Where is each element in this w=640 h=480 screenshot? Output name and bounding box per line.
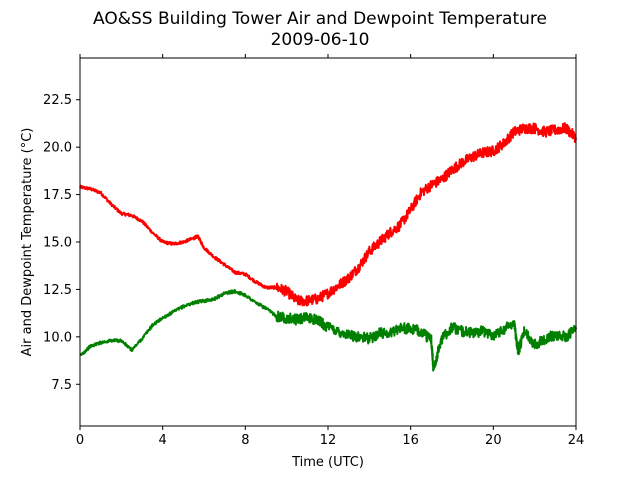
x-tick-label: 4 [159, 433, 167, 448]
chart-title: AO&SS Building Tower Air and Dewpoint Te… [93, 9, 547, 29]
y-tick-label: 17.5 [43, 188, 72, 203]
x-tick-label: 0 [76, 433, 84, 448]
y-tick-label: 10.0 [43, 330, 72, 345]
series-layer [79, 122, 577, 372]
series-line-1 [79, 122, 577, 307]
x-tick-label: 8 [241, 433, 249, 448]
x-tick-label: 16 [402, 433, 419, 448]
y-tick-label: 20.0 [43, 141, 72, 156]
tick-layer: 0 4 8 12 16 20 24 7.5 10.0 12.5 15.0 17.5 20.0 22.5 [43, 54, 584, 448]
x-tick-label: 12 [320, 433, 337, 448]
y-tick-label: 15.0 [43, 236, 72, 251]
plot-frame [79, 57, 577, 427]
y-tick-label: 22.5 [43, 93, 72, 108]
chart-subtitle: 2009-06-10 [271, 30, 370, 50]
y-tick-label: 12.5 [43, 283, 72, 298]
x-tick-label: 20 [485, 433, 502, 448]
series-line-2 [79, 288, 577, 372]
y-tick-label: 7.5 [51, 378, 72, 393]
x-tick-label: 24 [568, 433, 585, 448]
x-axis-label: Time (UTC) [291, 455, 364, 470]
y-axis-label: Air and Dewpoint Temperature (°C) [20, 128, 35, 357]
